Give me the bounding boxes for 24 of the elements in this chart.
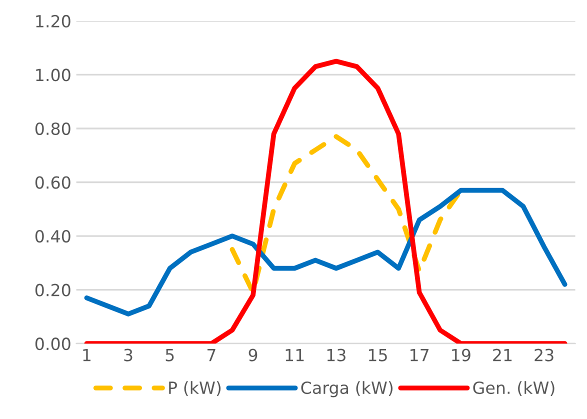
- y-tick-label: 1.20: [36, 14, 70, 28]
- x-tick-label: 9: [248, 348, 258, 362]
- x-tick-label: 11: [286, 348, 304, 362]
- y-tick-label: 1.00: [36, 68, 70, 82]
- y-tick-label: 0.60: [35, 176, 70, 189]
- line-series: [84, 58, 568, 344]
- y-tick-label: 0.40: [35, 230, 70, 243]
- x-tick-label: 21: [493, 348, 512, 362]
- x-tick-label: 13: [327, 348, 346, 362]
- x-tick-label: 19: [452, 348, 470, 362]
- y-tick-label: 0.80: [35, 122, 70, 136]
- y-tick-label: 0.00: [35, 338, 70, 350]
- x-tick-label: 1: [83, 348, 90, 362]
- x-tick-label: 23: [534, 348, 554, 362]
- legend-label: Carga (kW): [301, 381, 393, 398]
- legend-label: Gen. (kW): [473, 381, 554, 396]
- line-series: [84, 188, 568, 316]
- x-tick-label: 7: [208, 348, 216, 362]
- x-tick-label: 3: [124, 348, 132, 362]
- x-tick-label: 17: [410, 348, 429, 362]
- x-tick-label: 15: [368, 348, 387, 362]
- legend-label: P (kW): [169, 381, 221, 396]
- x-tick-label: 5: [166, 348, 174, 362]
- y-tick-label: 0.20: [35, 284, 70, 296]
